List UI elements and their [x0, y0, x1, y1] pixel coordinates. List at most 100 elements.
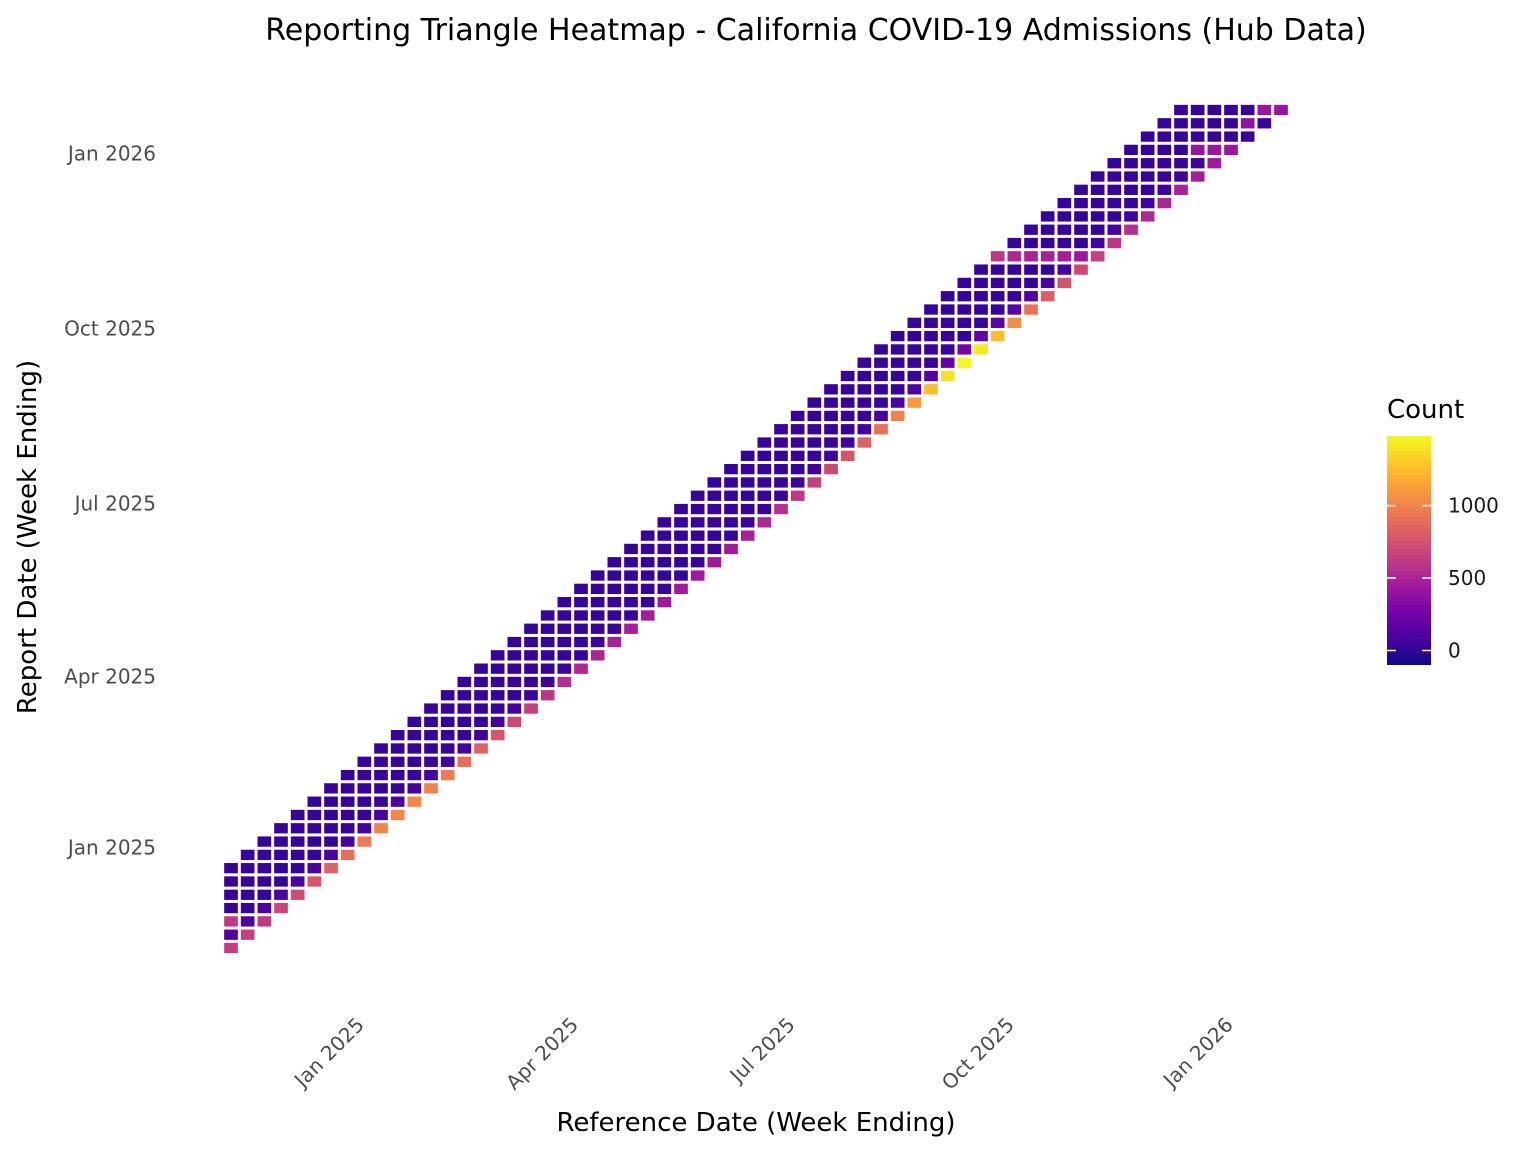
heatmap-tile: [757, 477, 772, 488]
heatmap-tile: [374, 783, 388, 794]
heatmap-tile: [290, 849, 305, 861]
heatmap-tile: [890, 357, 905, 368]
heatmap-tile: [407, 730, 422, 741]
heatmap-tile: [1157, 197, 1172, 209]
heatmap-tile: [907, 370, 922, 382]
heatmap-tile: [524, 663, 538, 674]
heatmap-tile: [940, 291, 955, 302]
heatmap-tile: [1007, 251, 1022, 262]
heatmap-tile: [574, 623, 588, 634]
heatmap-tile: [724, 543, 738, 555]
heatmap-tile: [640, 530, 655, 541]
heatmap-tile: [1174, 144, 1188, 156]
heatmap-tile: [474, 703, 488, 714]
heatmap-tile: [724, 477, 738, 488]
heatmap-tile: [1040, 237, 1055, 249]
heatmap-tile: [657, 583, 672, 595]
heatmap-tile: [257, 863, 272, 874]
heatmap-tile: [574, 636, 588, 648]
heatmap-tile: [224, 876, 238, 887]
heatmap-tile: [257, 916, 272, 927]
heatmap-tile: [474, 690, 488, 701]
heatmap-tile: [307, 863, 322, 874]
heatmap-tile: [807, 477, 822, 488]
heatmap-tile: [274, 863, 288, 874]
heatmap-tile: [707, 477, 722, 488]
heatmap-tile: [390, 809, 405, 821]
heatmap-tile: [290, 823, 305, 834]
heatmap-tile: [724, 517, 738, 528]
legend-colorbar: [1387, 436, 1431, 665]
heatmap-tile: [274, 836, 288, 847]
heatmap-tile: [274, 889, 288, 900]
heatmap-tile: [940, 357, 955, 368]
heatmap-tile: [740, 450, 755, 461]
heatmap-tile: [1157, 144, 1172, 156]
heatmap-tile: [590, 583, 605, 595]
x-axis-ticks: Jan 2025 Apr 2025 Jul 2025 Oct 2025 Jan 2026: [288, 1013, 1238, 1095]
heatmap-tile: [990, 251, 1005, 262]
heatmap-tile: [1124, 211, 1138, 222]
heatmap-tile: [590, 610, 605, 621]
heatmap-tile: [1024, 291, 1038, 302]
heatmap-tile: [1024, 277, 1038, 289]
heatmap-tile: [840, 424, 855, 435]
heatmap-tile: [1174, 118, 1188, 129]
heatmap-tile: [274, 876, 288, 887]
heatmap-tile: [657, 517, 672, 528]
heatmap-tile: [540, 690, 555, 701]
heatmap-tile: [624, 543, 638, 555]
heatmap-tile: [340, 783, 355, 794]
heatmap-tile: [224, 863, 238, 874]
legend-ticks: 0 500 1000: [1387, 494, 1499, 663]
heatmap-tile: [240, 863, 255, 874]
heatmap-tile: [524, 623, 538, 634]
heatmap-tile: [924, 317, 938, 328]
heatmap-tile: [690, 557, 705, 568]
heatmap-tile: [924, 384, 938, 395]
heatmap-tile: [474, 716, 488, 728]
heatmap-tile: [990, 330, 1005, 342]
heatmap-tile: [457, 730, 472, 741]
heatmap-tile: [674, 557, 688, 568]
y-tick-label: Oct 2025: [64, 317, 156, 341]
heatmap-tile: [440, 769, 455, 781]
heatmap-tile: [974, 291, 988, 302]
x-tick-label: Apr 2025: [501, 1013, 583, 1095]
heatmap-tile: [857, 357, 872, 368]
heatmap-tile: [557, 663, 572, 674]
heatmap-tile: [790, 424, 805, 435]
legend-tick-label: 1000: [1448, 494, 1499, 518]
heatmap-tile: [657, 557, 672, 568]
heatmap-tile: [1157, 131, 1172, 142]
heatmap-tile: [1057, 264, 1072, 275]
heatmap-tile: [1240, 104, 1255, 116]
heatmap-tile: [940, 330, 955, 342]
heatmap-tile: [890, 370, 905, 382]
heatmap-tile: [674, 543, 688, 555]
heatmap-tile: [990, 277, 1005, 289]
heatmap-tile: [557, 650, 572, 661]
heatmap-tile: [324, 849, 338, 861]
heatmap-tile: [707, 517, 722, 528]
heatmap-tile: [1074, 251, 1088, 262]
heatmap-tile: [257, 902, 272, 914]
heatmap-tile: [1257, 118, 1272, 129]
heatmap-tile: [324, 809, 338, 821]
heatmap-tile: [1124, 171, 1138, 182]
heatmap-tile: [874, 370, 888, 382]
heatmap-tile: [907, 330, 922, 342]
heatmap-tile: [990, 304, 1005, 315]
heatmap-tile: [807, 463, 822, 475]
heatmap-tile: [290, 863, 305, 874]
heatmap-tile: [640, 597, 655, 608]
heatmap-tile: [224, 889, 238, 900]
heatmap-tile: [657, 543, 672, 555]
heatmap-tile: [840, 397, 855, 408]
heatmap-tile: [390, 769, 405, 781]
heatmap-tile: [957, 344, 972, 355]
heatmap-tile: [1140, 171, 1155, 182]
heatmap-tile: [240, 876, 255, 887]
heatmap-tile: [1040, 251, 1055, 262]
